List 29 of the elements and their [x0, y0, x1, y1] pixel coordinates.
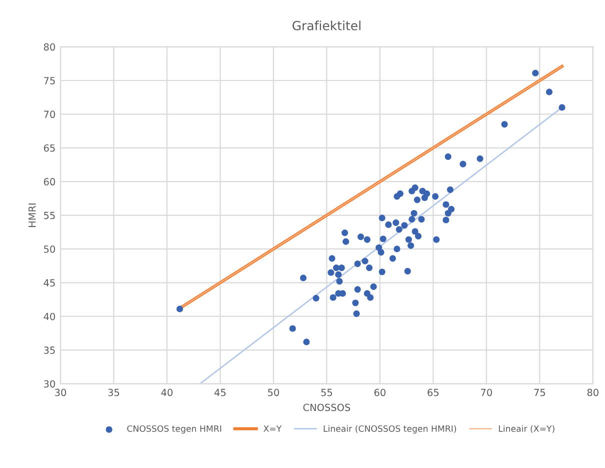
- x-tick-label: 45: [214, 388, 226, 396]
- y-tick-label: 50: [44, 245, 55, 253]
- x-tick-label: 80: [587, 388, 598, 396]
- x-tick-label: 65: [428, 388, 439, 396]
- y-tick-label: 35: [44, 346, 55, 354]
- x-tick-label: 55: [321, 388, 332, 396]
- x-tick-label: 60: [374, 388, 386, 396]
- x-tick-label: 35: [108, 388, 120, 396]
- legend-label: CNOSSOS tegen HMRI: [127, 425, 222, 434]
- legend-label: X=Y: [264, 425, 282, 432]
- y-tick-label: 80: [44, 43, 55, 51]
- x-tick-label: 75: [534, 388, 545, 396]
- y-tick-label: 60: [44, 178, 55, 186]
- chart-title: Grafiektitel: [292, 20, 360, 30]
- y-tick-label: 55: [44, 212, 55, 220]
- x-tick-label: 70: [481, 388, 492, 396]
- y-tick-label: 30: [44, 380, 55, 388]
- x-axis-title: CNOSSOS: [303, 404, 350, 412]
- y-tick-label: 45: [44, 279, 55, 287]
- x-tick-label: 30: [55, 388, 66, 396]
- x-tick-label: 40: [161, 388, 173, 396]
- y-tick-label: 40: [44, 312, 55, 320]
- y-tick-label: 70: [44, 110, 55, 118]
- y-tick-label: 75: [44, 77, 55, 84]
- y-axis-title: HMRI: [28, 204, 36, 227]
- y-tick-label: 65: [44, 144, 55, 152]
- x-tick-label: 50: [268, 388, 279, 396]
- legend-label: Lineair (X=Y): [498, 425, 554, 433]
- legend-label: Lineair (CNOSSOS tegen HMRI): [324, 425, 456, 434]
